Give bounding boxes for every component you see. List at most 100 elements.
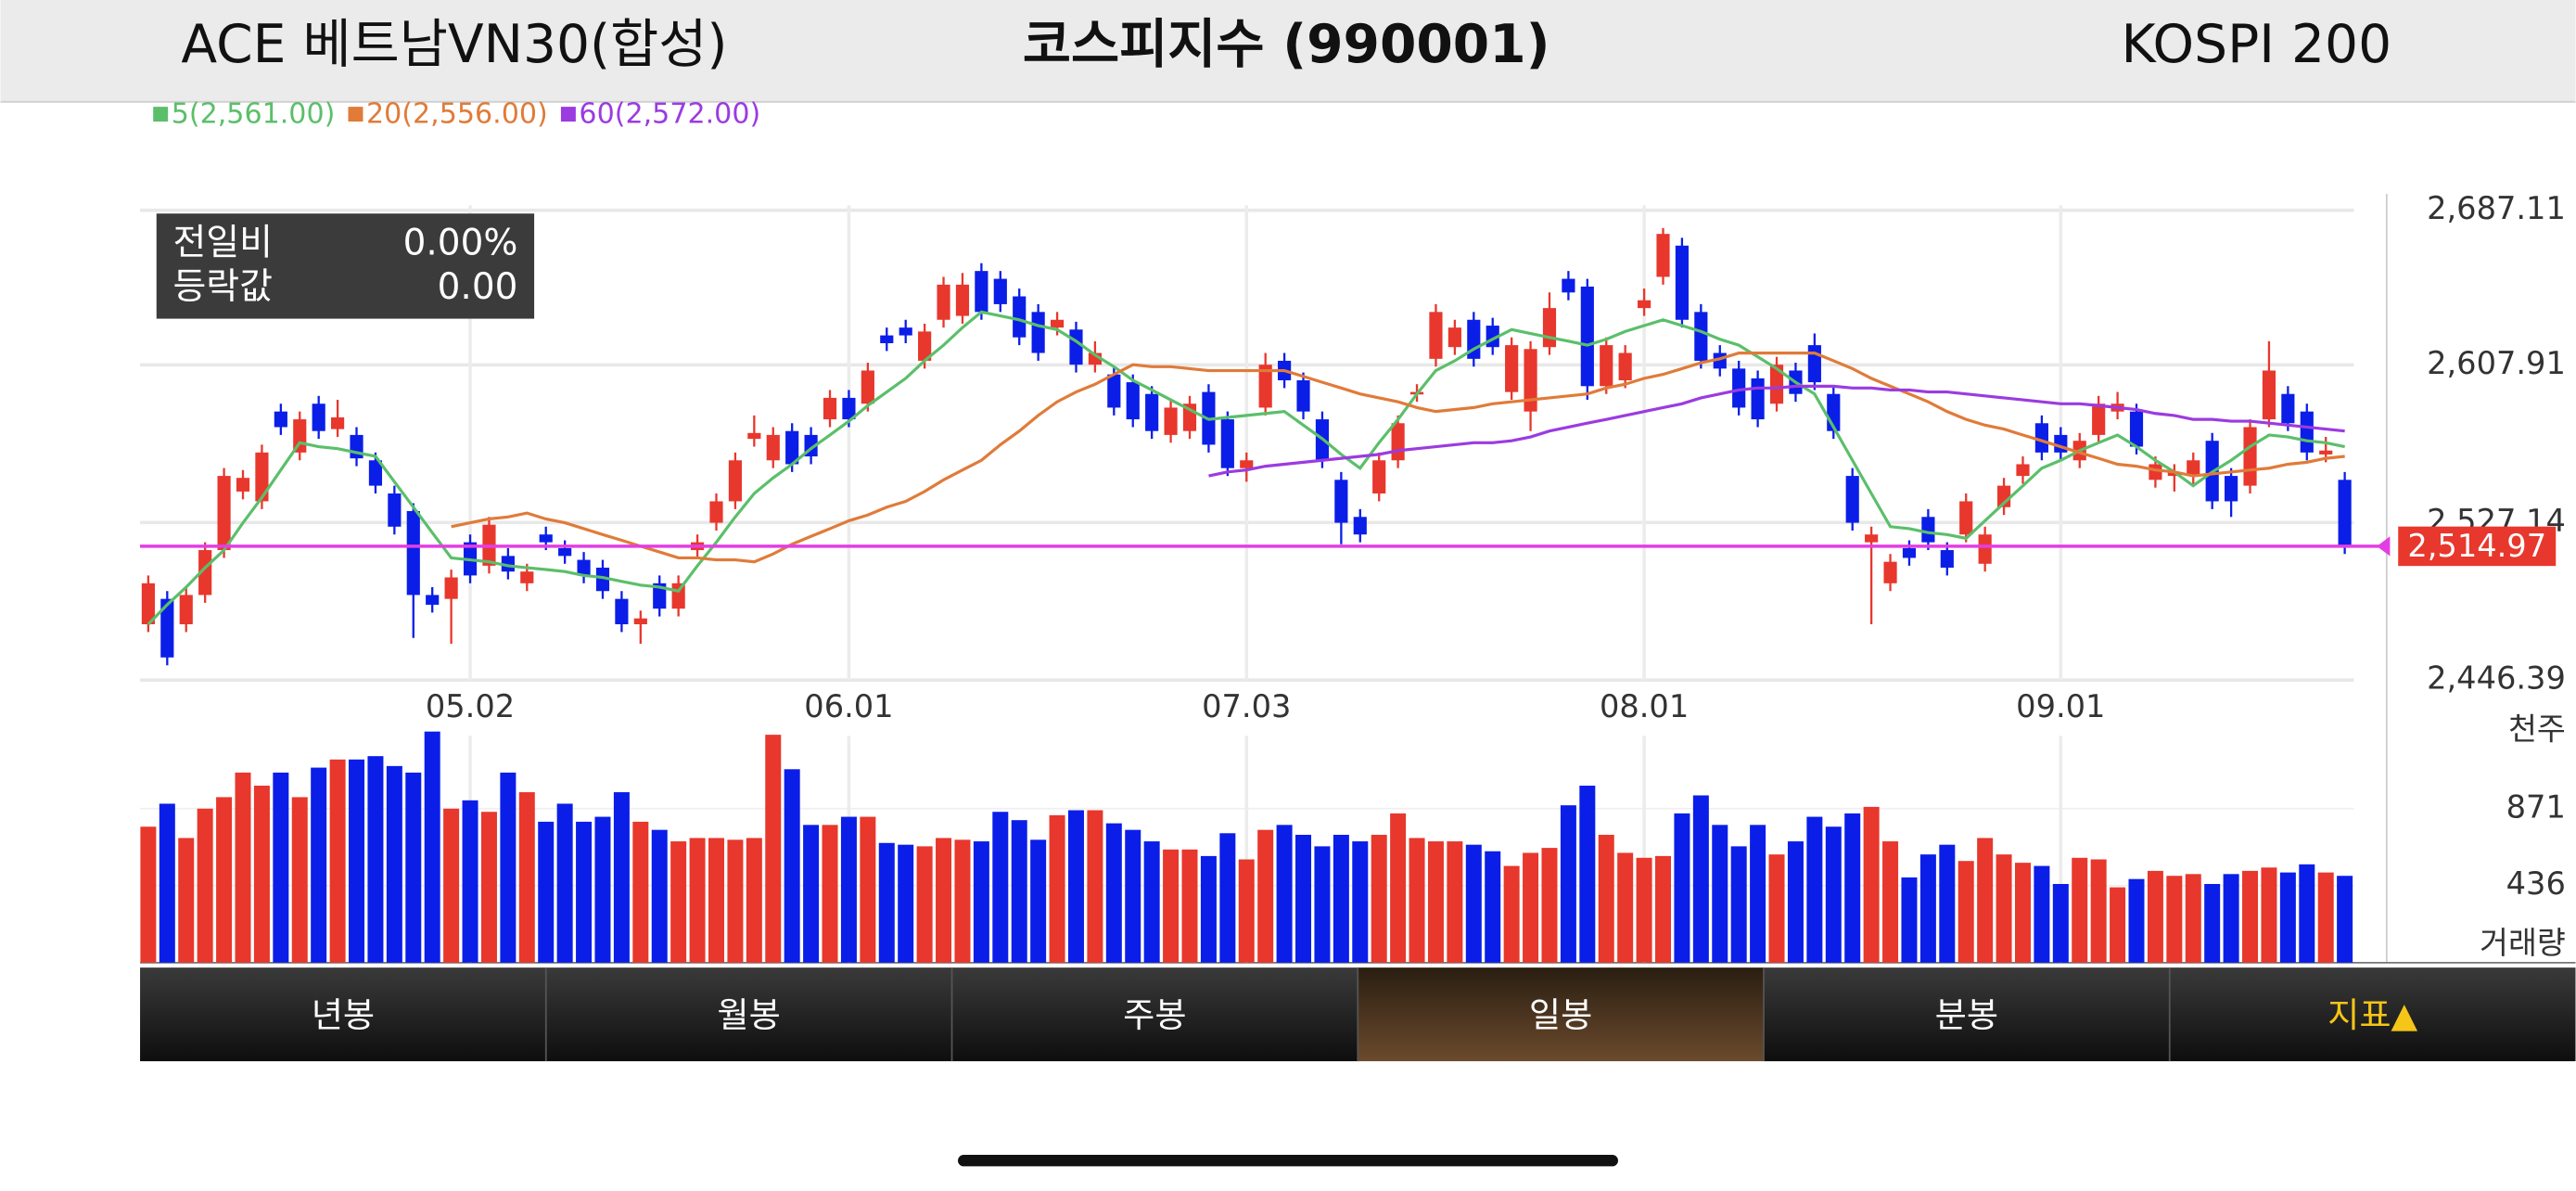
tab-label[interactable]: 월봉: [717, 994, 780, 1035]
tab[interactable]: [545, 967, 952, 1062]
candle-body: [2243, 427, 2257, 486]
volume-bar: [2185, 874, 2201, 963]
volume-bar: [1163, 849, 1180, 963]
volume-bar: [1371, 835, 1387, 963]
tab-label[interactable]: 주봉: [1123, 994, 1186, 1035]
tab[interactable]: [951, 967, 1358, 1062]
volume-bar: [197, 808, 213, 963]
candle-body: [1258, 365, 1272, 408]
candle-body: [1562, 278, 1575, 293]
candle-body: [388, 493, 402, 527]
grid: 2,687.112,607.912,527.142,446.39871436천주…: [140, 190, 2576, 964]
tab[interactable]: [1764, 967, 2170, 1062]
volume-bar: [1295, 835, 1312, 963]
volume-bar: [1730, 846, 1747, 963]
candle-body: [1069, 329, 1083, 365]
volume-bar: [1598, 835, 1614, 963]
volume-bar: [2014, 863, 2031, 963]
volume-bar: [2242, 870, 2259, 963]
tab-label[interactable]: 지표▲: [2327, 994, 2417, 1035]
volume-bar: [556, 803, 573, 963]
volume-bar: [1579, 786, 1596, 963]
candle-body: [2092, 403, 2106, 435]
volume-bar: [291, 797, 308, 963]
candle-body: [179, 595, 193, 625]
tab-label[interactable]: 년봉: [312, 994, 375, 1035]
x-tick-label: 07.03: [1202, 688, 1291, 724]
legend-label: 20(2,556.00): [366, 97, 548, 130]
volume-bar: [1219, 833, 1236, 963]
candle-body: [823, 397, 837, 420]
candle-body: [1107, 374, 1121, 408]
candle-body: [2167, 471, 2181, 477]
current-price-label: 2,514.97: [2407, 528, 2546, 564]
candle-body: [2338, 480, 2352, 546]
candle-body: [1334, 480, 1348, 523]
volume-bar: [632, 821, 649, 963]
candle-body: [274, 411, 287, 428]
candle-body: [918, 331, 932, 361]
candle-body: [406, 510, 420, 596]
volume-bar: [784, 769, 800, 963]
volume-bar: [2166, 876, 2183, 963]
candle-body: [861, 370, 874, 404]
candle-body: [1524, 349, 1537, 412]
tab-label[interactable]: 일봉: [1529, 994, 1592, 1035]
candle-body: [577, 559, 591, 576]
volume-bar: [727, 839, 744, 963]
header-title[interactable]: 코스피지수 (990001): [1023, 14, 1550, 75]
volume-bar: [1087, 810, 1103, 963]
candle-body: [2225, 476, 2238, 502]
candle-body: [312, 403, 325, 431]
volume-bar: [424, 731, 440, 963]
volume-bar: [898, 844, 914, 963]
header-right[interactable]: KOSPI 200: [2121, 14, 2391, 75]
volume-bar: [253, 786, 270, 963]
volume-bar: [1352, 841, 1369, 963]
volume-bar: [822, 825, 838, 963]
tab[interactable]: [1358, 967, 1765, 1062]
header-left[interactable]: ACE 베트남VN30(합성): [181, 14, 727, 75]
volume-bar: [803, 825, 820, 963]
volume-bar: [1958, 861, 1974, 963]
volume-bar: [1276, 825, 1293, 963]
volume-bar: [2223, 874, 2239, 963]
ma-line: [1208, 384, 2345, 478]
x-tick-label: 05.02: [426, 688, 515, 724]
volume-bar: [651, 829, 668, 963]
candle-body: [198, 550, 212, 596]
ma-line: [451, 352, 2345, 564]
tab-label[interactable]: 분봉: [1935, 994, 1998, 1035]
candle-body: [937, 284, 950, 320]
candle-body: [1978, 534, 1992, 564]
volume-bar: [1465, 844, 1482, 963]
volume-bar: [329, 759, 346, 963]
candle-body: [2034, 423, 2048, 453]
candle-body: [766, 434, 780, 461]
volume-bar: [1314, 846, 1331, 963]
volume-bar: [349, 759, 365, 963]
info-label: 전일비: [172, 222, 273, 263]
candle-body: [501, 556, 515, 572]
legend-label: 60(2,572.00): [579, 97, 760, 130]
candle-body: [842, 397, 856, 420]
candle-body: [160, 598, 174, 658]
volume-bar: [878, 842, 895, 963]
candle-body: [728, 460, 743, 502]
candle-body: [2016, 464, 2030, 477]
candle-body: [1467, 319, 1481, 359]
candle-body: [426, 595, 440, 605]
volume-bar: [1011, 820, 1027, 963]
volume-bar: [840, 816, 857, 963]
x-tick-label: 09.01: [2016, 688, 2105, 724]
candle-body: [1296, 379, 1310, 412]
volume-tick-label: 871: [2506, 788, 2566, 825]
tab[interactable]: [2169, 967, 2576, 1062]
candle-body: [1372, 460, 1386, 494]
volume-bar: [216, 797, 233, 963]
candle-body: [1675, 245, 1690, 320]
volume-bar: [2090, 859, 2107, 963]
tab[interactable]: [140, 967, 546, 1062]
